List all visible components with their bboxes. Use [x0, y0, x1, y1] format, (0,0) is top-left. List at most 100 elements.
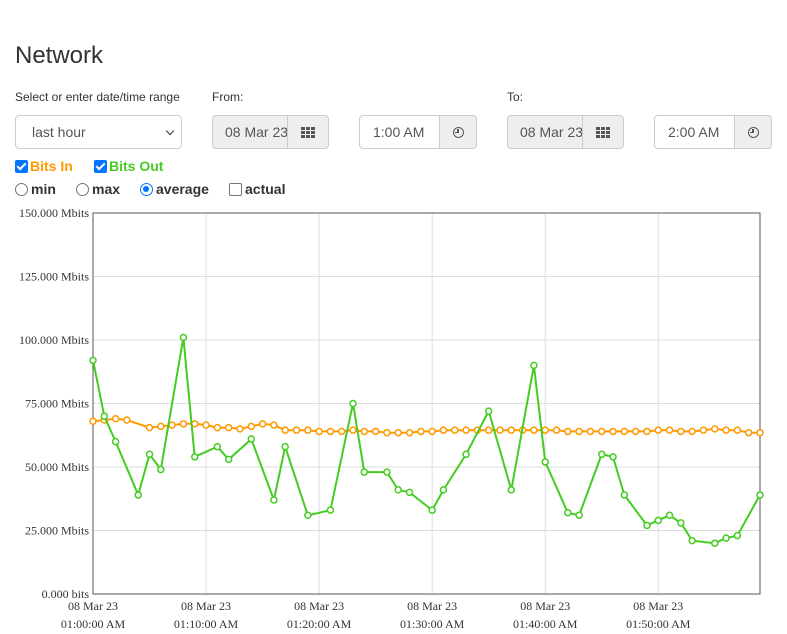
- y-tick-label: 25.000 Mbits: [25, 524, 89, 538]
- bits-out-checkbox[interactable]: [94, 159, 107, 173]
- bits-in-data-point: [564, 427, 572, 436]
- to-date-group: 08 Mar 23: [507, 115, 624, 149]
- x-tick-date-label: 08 Mar 23: [407, 599, 457, 613]
- bits-in-data-point: [496, 426, 504, 434]
- from-label: From:: [212, 90, 244, 104]
- bits-out-data-point: [541, 458, 549, 466]
- from-time-input[interactable]: 1:00 AM: [359, 115, 439, 149]
- to-date-picker-button[interactable]: [582, 115, 624, 149]
- x-tick-time-label: 01:40:00 AM: [513, 617, 578, 631]
- bits-out-data-point: [756, 491, 764, 499]
- bits-in-data-point: [292, 426, 301, 434]
- bits-in-data-point: [326, 427, 335, 436]
- bits-in-data-point: [315, 427, 323, 436]
- bits-out-data-point: [383, 468, 391, 476]
- bits-in-data-point: [541, 426, 549, 434]
- bits-in-data-point: [394, 428, 402, 437]
- bits-out-data-point: [157, 465, 165, 474]
- bits-out-data-point: [462, 450, 470, 459]
- bits-in-data-point: [530, 426, 538, 434]
- bits-in-data-point: [631, 427, 640, 436]
- bits-in-data-point: [236, 425, 244, 433]
- mode-min-label: min: [31, 181, 56, 197]
- bits-in-data-point: [428, 427, 436, 436]
- bits-out-data-point: [688, 536, 696, 545]
- to-time-group: 2:00 AM: [654, 115, 772, 149]
- x-tick-time-label: 01:50:00 AM: [626, 617, 691, 631]
- bits-in-data-point: [654, 426, 663, 434]
- bits-in-data-point: [417, 427, 425, 436]
- bits-out-data-point: [190, 453, 199, 461]
- bits-out-data-point: [643, 521, 651, 530]
- clock-icon: [452, 126, 464, 138]
- mode-min-radio[interactable]: [15, 182, 28, 196]
- bits-in-data-point: [677, 427, 685, 436]
- bits-in-label: Bits In: [30, 158, 73, 174]
- bits-out-series-line: [92, 337, 761, 545]
- bits-out-data-point: [145, 450, 154, 459]
- bits-in-data-point: [711, 425, 719, 433]
- mode-min-option[interactable]: min: [15, 181, 56, 197]
- x-tick-date-label: 08 Mar 23: [68, 599, 118, 613]
- y-tick-label: 75.000 Mbits: [25, 397, 89, 411]
- bits-out-data-point: [733, 531, 742, 540]
- from-date-picker-button[interactable]: [287, 115, 329, 149]
- x-tick-time-label: 01:10:00 AM: [174, 617, 239, 631]
- bits-in-data-point: [371, 427, 380, 436]
- bits-out-toggle[interactable]: Bits Out: [94, 158, 163, 174]
- bits-out-data-point: [439, 486, 448, 494]
- bits-in-data-point: [202, 421, 210, 429]
- bits-out-data-point: [360, 468, 369, 476]
- mode-actual-label: actual: [245, 181, 286, 197]
- to-label: To:: [507, 90, 524, 104]
- page-title: Network: [15, 42, 104, 69]
- y-tick-label: 125.000 Mbits: [19, 270, 89, 284]
- from-date-input[interactable]: 08 Mar 23: [212, 115, 287, 149]
- bits-in-toggle[interactable]: Bits In: [15, 158, 73, 174]
- bits-out-data-point: [281, 442, 289, 451]
- mode-actual-checkbox[interactable]: [229, 182, 242, 196]
- clock-icon: [747, 126, 759, 138]
- bits-out-data-point: [711, 539, 719, 547]
- x-tick-date-label: 08 Mar 23: [294, 599, 344, 613]
- mode-max-radio[interactable]: [76, 182, 89, 196]
- bits-in-data-point: [507, 426, 516, 434]
- mode-average-radio[interactable]: [140, 182, 153, 196]
- bits-in-data-point: [733, 426, 742, 434]
- bits-out-data-point: [213, 442, 222, 451]
- bits-out-data-point: [507, 486, 516, 494]
- bits-out-data-point: [677, 519, 685, 527]
- bits-in-checkbox[interactable]: [15, 159, 28, 173]
- bits-in-data-point: [111, 414, 120, 423]
- bits-out-data-point: [349, 399, 357, 408]
- bits-in-data-point: [586, 427, 595, 436]
- range-select[interactable]: last hour: [15, 115, 182, 149]
- bits-out-label: Bits Out: [109, 158, 164, 174]
- bits-in-data-point: [552, 426, 561, 434]
- mode-average-option[interactable]: average: [140, 181, 209, 197]
- bits-in-data-point: [620, 427, 629, 436]
- bits-in-data-point: [688, 427, 696, 436]
- bits-out-data-point: [304, 511, 312, 520]
- to-time-input[interactable]: 2:00 AM: [654, 115, 734, 149]
- mode-max-option[interactable]: max: [76, 181, 120, 197]
- bits-in-data-point: [360, 427, 369, 436]
- bits-in-data-point: [439, 426, 448, 434]
- bits-in-data-point: [699, 426, 708, 434]
- to-time-picker-button[interactable]: [734, 115, 772, 149]
- bits-in-data-point: [281, 426, 289, 434]
- bits-out-data-point: [224, 455, 233, 464]
- x-tick-date-label: 08 Mar 23: [520, 599, 570, 613]
- bits-out-data-point: [270, 496, 278, 504]
- y-tick-label: 150.000 Mbits: [19, 206, 89, 220]
- bits-out-data-point: [394, 486, 402, 494]
- mode-actual-option[interactable]: actual: [229, 181, 285, 197]
- bits-out-data-point: [654, 516, 663, 525]
- bits-out-data-point: [326, 506, 335, 514]
- to-date-input[interactable]: 08 Mar 23: [507, 115, 582, 149]
- bits-out-data-point: [564, 508, 572, 517]
- bits-out-data-point: [665, 511, 674, 520]
- from-time-picker-button[interactable]: [439, 115, 477, 149]
- range-select-value: last hour: [32, 124, 86, 140]
- bits-out-data-point: [405, 488, 414, 497]
